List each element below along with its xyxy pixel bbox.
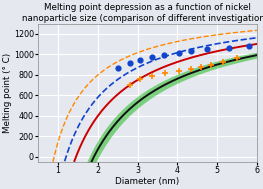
Point: [227, 46, 231, 49]
Point: [189, 67, 194, 70]
Point: [128, 61, 132, 64]
Point: [205, 48, 209, 51]
Point: [199, 66, 203, 69]
Point: [189, 50, 194, 53]
Y-axis label: Melting point (° C): Melting point (° C): [3, 53, 12, 133]
Point: [235, 57, 239, 60]
Point: [149, 74, 154, 77]
X-axis label: Diameter (nm): Diameter (nm): [115, 177, 180, 186]
Point: [209, 63, 213, 66]
Point: [161, 54, 166, 57]
Point: [177, 69, 181, 72]
Point: [138, 77, 142, 81]
Point: [116, 66, 120, 69]
Point: [138, 58, 142, 61]
Point: [128, 84, 132, 87]
Point: [247, 45, 251, 48]
Point: [163, 71, 168, 74]
Point: [221, 60, 225, 63]
Title: Melting point depression as a function of nickel
nanoparticle size (comparison o: Melting point depression as a function o…: [22, 3, 263, 23]
Point: [177, 52, 181, 55]
Point: [149, 56, 154, 59]
